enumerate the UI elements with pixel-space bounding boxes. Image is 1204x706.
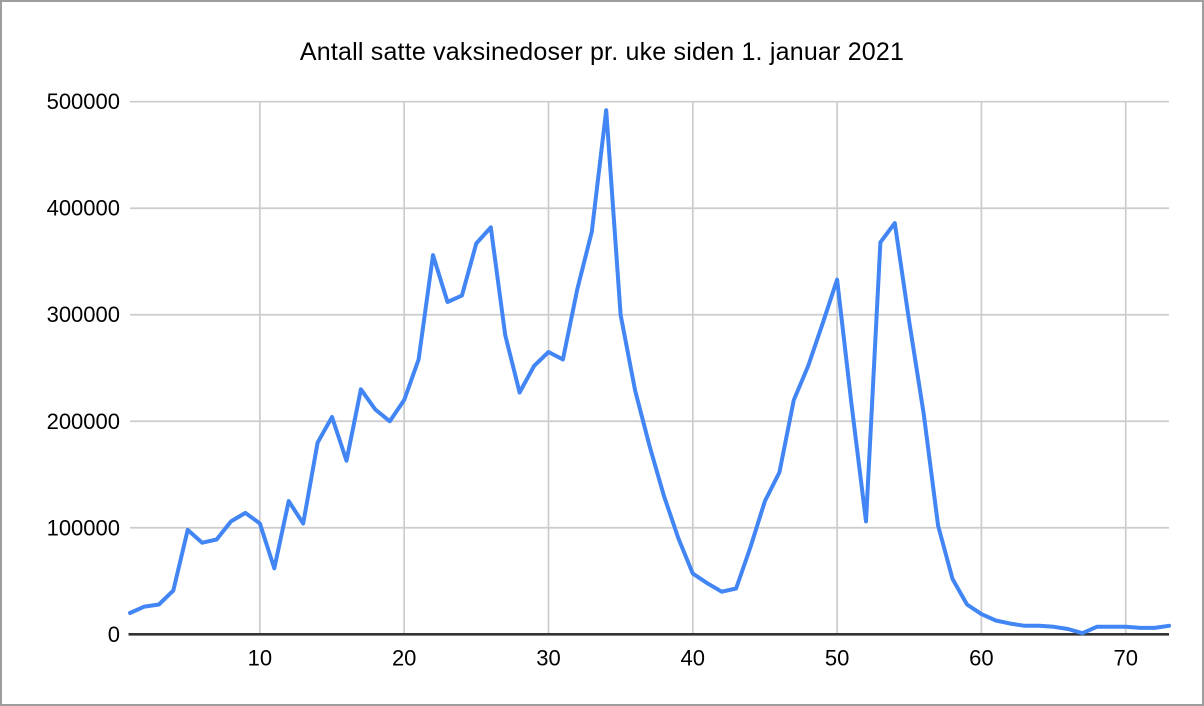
x-tick-label: 50 — [825, 645, 849, 670]
chart-title: Antall satte vaksinedoser pr. uke siden … — [299, 38, 905, 66]
x-tick-label: 60 — [969, 645, 993, 670]
y-tick-label: 0 — [108, 622, 120, 647]
y-tick-label: 400000 — [47, 196, 120, 221]
series-line — [128, 108, 1171, 636]
y-tick-label: 100000 — [47, 515, 120, 540]
y-tick-label: 200000 — [47, 409, 120, 434]
x-tick-label: 10 — [248, 645, 272, 670]
y-tick-label: 500000 — [47, 89, 120, 114]
x-tick-label: 40 — [681, 645, 705, 670]
y-tick-label: 300000 — [47, 302, 120, 327]
x-tick-label: 30 — [536, 645, 560, 670]
x-tick-label: 70 — [1113, 645, 1137, 670]
x-tick-label: 20 — [392, 645, 416, 670]
